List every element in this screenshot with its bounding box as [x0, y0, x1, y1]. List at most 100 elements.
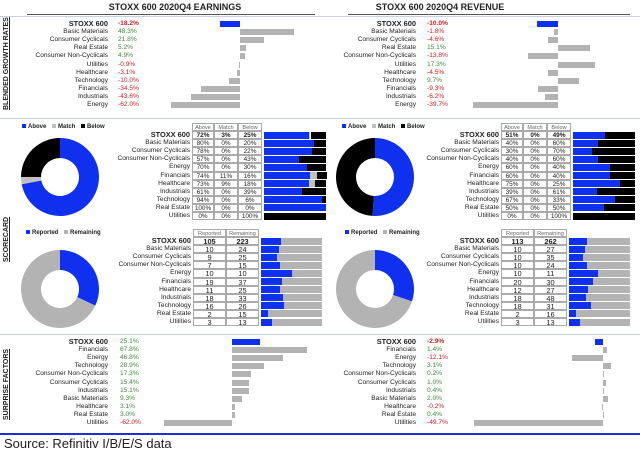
cell-remaining: 26 [226, 301, 259, 310]
bar-segment-reported [569, 318, 581, 326]
bar-segment-remaining [280, 261, 322, 269]
value-label: 67.8% [120, 346, 139, 354]
bar-segment-below [314, 180, 326, 188]
category-label: Energy [395, 354, 416, 362]
bar-consumer-cyclicals [603, 379, 606, 386]
category-label: Financials [78, 84, 108, 92]
cell-below: 50% [547, 203, 571, 213]
bar-segment-above [573, 139, 598, 147]
cell-above: 40% [501, 155, 523, 164]
legend-match: Match [58, 124, 76, 130]
legend-swatch-reported [26, 230, 30, 235]
bar-segment-above [573, 196, 615, 204]
bar-segment-below [591, 147, 635, 155]
legend-above: Above [348, 124, 367, 130]
category-label: Consumer Cyclicals [49, 36, 108, 44]
donut-slice [21, 250, 96, 328]
value-label: 0.4% [427, 410, 443, 418]
cell-match: 0% [214, 203, 238, 213]
value-label: 3.0% [120, 410, 136, 418]
cell-above: 0% [192, 212, 214, 221]
reported-donut [336, 250, 414, 328]
cell-below: 40% [547, 171, 571, 180]
bar-technology [603, 363, 612, 370]
category-label: Technology [156, 195, 190, 203]
category-label: STOXX 600 [376, 19, 416, 28]
cell-above: 51% [501, 131, 523, 140]
cell-reported: 10 [501, 245, 534, 254]
reported-legend-earnings: Reported Remaining [22, 230, 101, 236]
bar-segment-reported [569, 286, 588, 294]
cell-above: 50% [501, 203, 523, 213]
category-label: Basic Materials [371, 394, 416, 402]
cell-below: 49% [547, 131, 571, 140]
legend-swatch-remaining [383, 230, 388, 235]
legend-remaining: Remaining [389, 230, 420, 236]
category-label: Industrials [468, 187, 499, 195]
value-label: -12.1% [427, 354, 448, 362]
bar-real-estate [232, 411, 236, 418]
bar-healthcare [236, 69, 240, 76]
cell-match: 0% [523, 155, 547, 164]
category-label: STOXX 600 [68, 337, 108, 346]
category-label: Financials [78, 346, 108, 354]
cell-below: 61% [547, 187, 571, 196]
bar-segment-below [619, 180, 635, 188]
column-header-reported: Reported [501, 229, 534, 238]
legend-below: Below [87, 124, 105, 130]
value-label: 21.8% [118, 36, 137, 44]
category-label: Technology [382, 362, 416, 370]
column-header-remaining: Remaining [226, 229, 259, 238]
cell-above: 100% [192, 203, 214, 213]
category-label: STOXX 600 [376, 337, 416, 346]
category-label: Industrials [385, 92, 416, 100]
bar-segment-remaining [575, 310, 630, 318]
cell-match: 0% [214, 155, 238, 164]
bar-consumer-cyclicals [548, 37, 558, 44]
bar-segment-reported [569, 302, 592, 310]
category-label: Energy [395, 101, 416, 108]
bar-segment-below [610, 172, 635, 179]
cell-remaining: 15 [226, 261, 259, 270]
category-label: Financials [469, 171, 499, 179]
bar-financials [201, 85, 240, 92]
cell-remaining: 223 [226, 237, 259, 246]
cell-match: 11% [214, 171, 238, 180]
category-label: Basic Materials [145, 139, 190, 147]
category-label: Industrials [468, 293, 499, 301]
bar-segment-reported [569, 269, 599, 277]
bar-segment-remaining [585, 245, 630, 253]
category-label: Consumer Cyclicals [357, 378, 416, 386]
cell-above: 80% [192, 139, 214, 148]
bar-basic-materials [554, 29, 558, 36]
value-label: -13.8% [427, 52, 448, 60]
scorecard-donut [336, 138, 415, 216]
bar-financials [232, 347, 307, 354]
bar-consumer-non-cyclicals [528, 53, 558, 60]
category-label: Consumer Non-Cyclicals [426, 155, 499, 163]
cell-reported: 7 [193, 261, 226, 270]
bar-segment-remaining [282, 294, 322, 302]
bar-segment-below [610, 163, 635, 171]
bar-segment-above [573, 163, 611, 171]
category-label: Healthcare [76, 402, 108, 410]
value-label: -62.0% [120, 419, 141, 426]
cell-reported: 10 [501, 253, 534, 262]
bar-segment-match [309, 172, 317, 179]
bar-segment-reported [569, 261, 587, 269]
bar-segment-above [573, 188, 598, 196]
category-label: Utilities [477, 212, 499, 219]
value-label: 25.1% [120, 338, 139, 345]
category-label: Consumer Cyclicals [49, 378, 108, 386]
bar-stoxx-600 [595, 339, 603, 345]
cell-match: 0% [214, 187, 238, 196]
cell-below: 70% [547, 147, 571, 156]
bar-segment-below [604, 131, 635, 139]
value-label: 28.9% [120, 362, 139, 370]
cell-above: 75% [501, 179, 523, 188]
bar-segment-match [308, 131, 311, 139]
cell-reported: 10 [501, 261, 534, 270]
legend-reported: Reported [351, 230, 378, 236]
bar-healthcare [232, 403, 236, 410]
surprise-section-label: SURPRISE FACTORS [3, 348, 10, 420]
